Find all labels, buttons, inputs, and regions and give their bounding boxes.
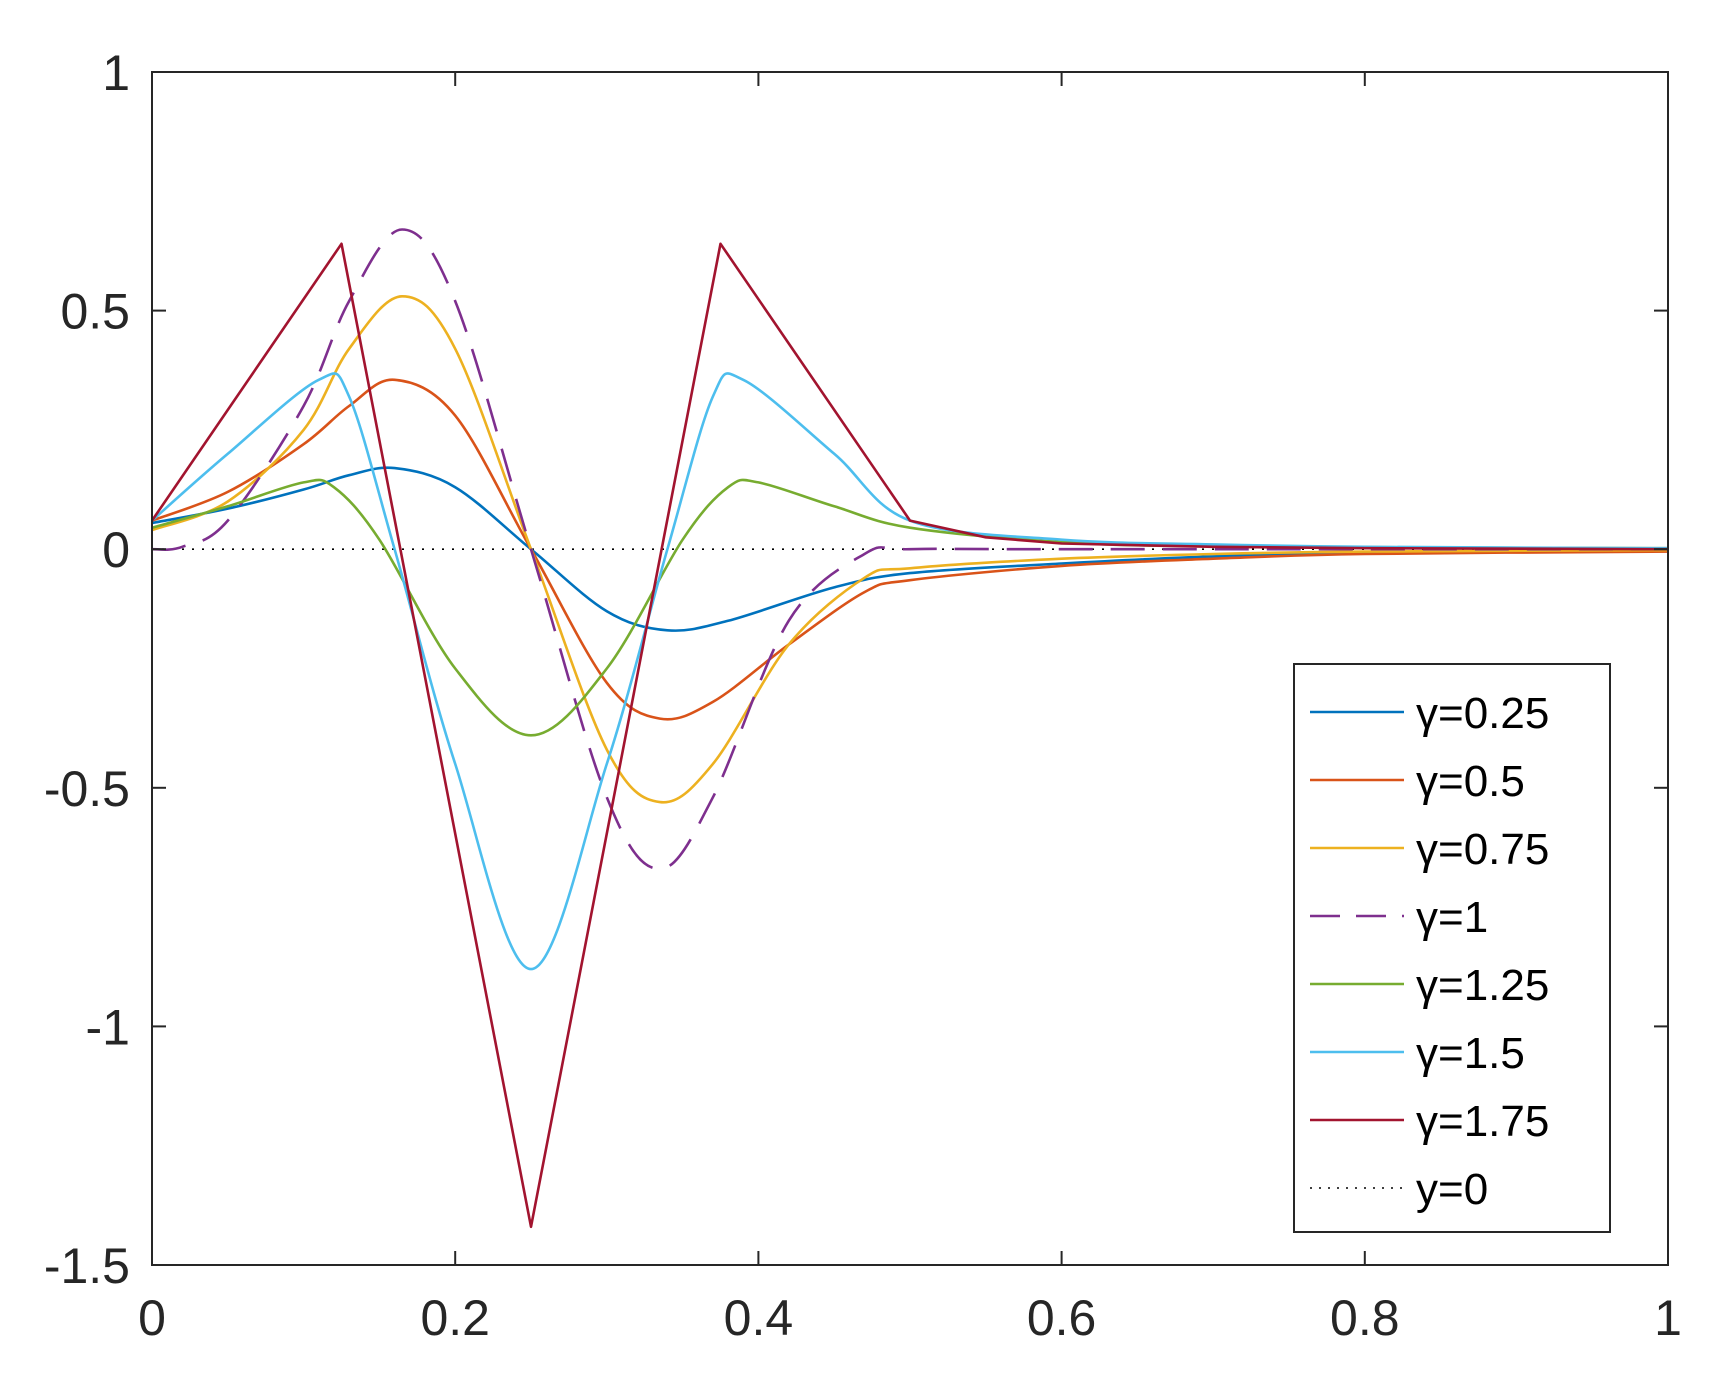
x-tick-label: 0: [138, 1290, 166, 1346]
x-tick-label: 0.8: [1330, 1290, 1400, 1346]
legend-label: γ=1.25: [1416, 961, 1549, 1010]
legend-label: y=0: [1416, 1165, 1488, 1214]
legend-label: γ=0.5: [1416, 757, 1525, 806]
y-tick-label: 0: [102, 522, 130, 578]
y-tick-label: -0.5: [44, 761, 130, 817]
legend-label: γ=0.25: [1416, 689, 1549, 738]
x-tick-label: 0.6: [1027, 1290, 1097, 1346]
legend-label: γ=1.75: [1416, 1097, 1549, 1146]
series-line-1: [152, 378, 1668, 721]
axes-box: [151, 71, 1669, 1266]
series-line-6: [152, 242, 1668, 1229]
x-tick-label: 1: [1654, 1290, 1682, 1346]
legend-label: γ=1: [1416, 893, 1488, 942]
x-tick-label: 0.4: [724, 1290, 794, 1346]
y-tick-label: 0.5: [60, 284, 130, 340]
x-tick-label: 0.2: [420, 1290, 490, 1346]
ticks-layer: 0 0.2 0.4 0.6 0.8 1 -1.5 -1 -0.5 0 0.5 1: [44, 45, 1682, 1346]
series-line-0: [152, 466, 1668, 632]
legend-label: γ=1.5: [1416, 1029, 1525, 1078]
y-tick-label: 1: [102, 45, 130, 101]
y-tick-label: -1: [86, 999, 130, 1055]
series-line-3: [152, 228, 1668, 871]
legend: γ=0.25 γ=0.5 γ=0.75 γ=1 γ=1.25 γ=1.5 γ=1.75 y=0: [1293, 663, 1611, 1233]
legend-label: γ=0.75: [1416, 825, 1549, 874]
series-layer: [152, 228, 1668, 1229]
legend-box: [1293, 663, 1611, 1233]
series-line-2: [152, 295, 1668, 804]
series-line-5: [152, 372, 1668, 971]
y-tick-label: -1.5: [44, 1238, 130, 1294]
